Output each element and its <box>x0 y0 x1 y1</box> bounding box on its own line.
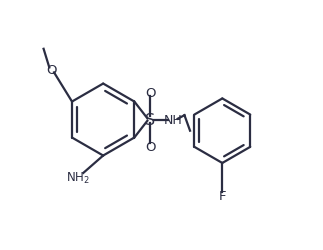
Text: NH$_2$: NH$_2$ <box>67 171 90 186</box>
Text: S: S <box>145 112 155 128</box>
Text: O: O <box>145 86 156 99</box>
Text: F: F <box>219 189 226 202</box>
Text: O: O <box>145 141 156 154</box>
Text: NH: NH <box>163 114 182 126</box>
Text: O: O <box>46 64 56 77</box>
